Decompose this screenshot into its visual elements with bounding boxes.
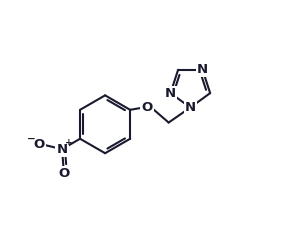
Text: O: O (33, 138, 45, 151)
Text: N: N (185, 101, 196, 114)
Text: N: N (197, 63, 208, 76)
Text: N: N (56, 143, 68, 156)
Text: −: − (27, 133, 36, 143)
Text: N: N (165, 87, 176, 100)
Text: O: O (58, 167, 69, 180)
Text: O: O (141, 101, 153, 114)
Text: +: + (65, 138, 72, 147)
